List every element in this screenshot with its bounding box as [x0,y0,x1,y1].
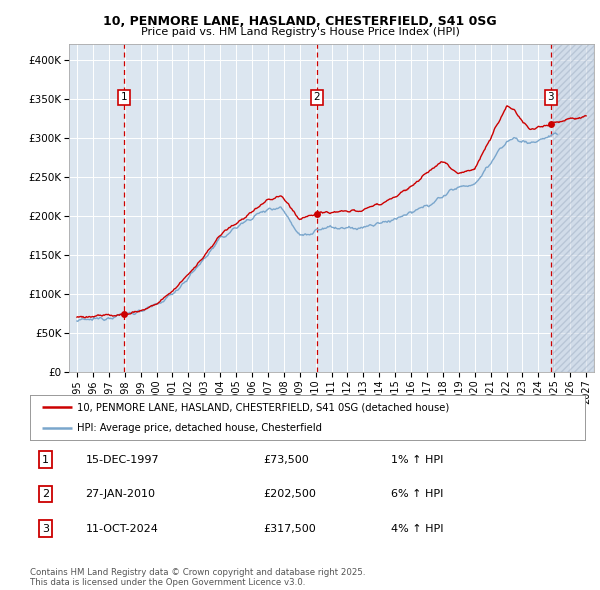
Text: Contains HM Land Registry data © Crown copyright and database right 2025.
This d: Contains HM Land Registry data © Crown c… [30,568,365,587]
Text: 2: 2 [42,489,49,499]
Text: 11-OCT-2024: 11-OCT-2024 [86,523,158,533]
Text: HPI: Average price, detached house, Chesterfield: HPI: Average price, detached house, Ches… [77,422,322,432]
Text: 10, PENMORE LANE, HASLAND, CHESTERFIELD, S41 0SG (detached house): 10, PENMORE LANE, HASLAND, CHESTERFIELD,… [77,402,449,412]
Text: 4% ↑ HPI: 4% ↑ HPI [391,523,443,533]
Text: 6% ↑ HPI: 6% ↑ HPI [391,489,443,499]
Text: 27-JAN-2010: 27-JAN-2010 [86,489,155,499]
Text: 15-DEC-1997: 15-DEC-1997 [86,455,159,465]
Text: Price paid vs. HM Land Registry's House Price Index (HPI): Price paid vs. HM Land Registry's House … [140,27,460,37]
Text: £317,500: £317,500 [263,523,316,533]
Text: 3: 3 [547,92,554,102]
Text: 1: 1 [121,92,127,102]
Text: £202,500: £202,500 [263,489,316,499]
Text: £73,500: £73,500 [263,455,309,465]
Text: 1: 1 [42,455,49,465]
Text: 3: 3 [42,523,49,533]
Text: 2: 2 [313,92,320,102]
Text: 10, PENMORE LANE, HASLAND, CHESTERFIELD, S41 0SG: 10, PENMORE LANE, HASLAND, CHESTERFIELD,… [103,15,497,28]
Text: 1% ↑ HPI: 1% ↑ HPI [391,455,443,465]
